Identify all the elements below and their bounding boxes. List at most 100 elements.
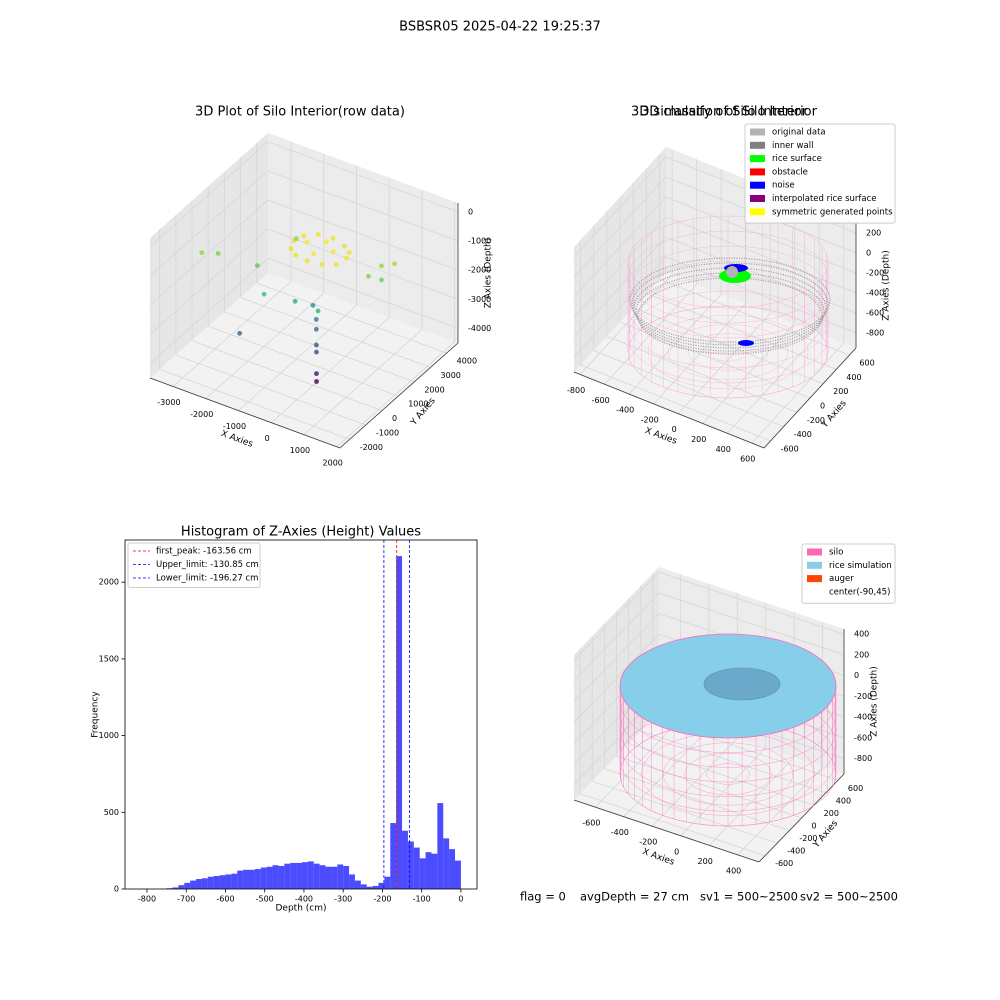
- footer-text: avgDepth = 27 cm: [580, 890, 689, 904]
- silo-ring: [627, 290, 829, 384]
- bar: [225, 874, 232, 889]
- grid-line: [593, 350, 784, 427]
- silo-floor-ring: [707, 342, 749, 362]
- y-tick-label: 0: [392, 414, 397, 423]
- x-axis-line: [573, 799, 760, 863]
- z-tick-label: 400: [854, 630, 869, 639]
- point: [314, 371, 319, 377]
- bar: [266, 866, 273, 889]
- y-tick-label: -200: [799, 834, 817, 843]
- point: [311, 251, 316, 257]
- point: [379, 277, 384, 283]
- z-tick-label: 0: [468, 207, 473, 216]
- bar: [243, 869, 250, 889]
- bar: [219, 875, 226, 889]
- z-axis-label: Z Axies (Depth): [484, 238, 494, 309]
- grid-line: [573, 613, 660, 702]
- z-tick-label: -200: [854, 692, 872, 701]
- x-tick-label: -400: [616, 406, 634, 415]
- plot-title: 3D Plot of Silo Interior(row data): [195, 105, 405, 120]
- legend-swatch: [807, 548, 822, 556]
- silo-floor-ring: [684, 752, 772, 796]
- inner-wall: [633, 267, 827, 349]
- x-tick-label: 200: [698, 857, 713, 866]
- legend-box: [801, 543, 896, 604]
- grid-line: [604, 768, 790, 831]
- legend-swatch: [750, 141, 765, 149]
- grid-line: [665, 256, 857, 334]
- point: [199, 250, 205, 256]
- legend-label: noise: [772, 181, 795, 191]
- y-axis-line: [758, 773, 845, 863]
- y-tick-label: 0: [820, 402, 825, 411]
- inner-wall: [631, 262, 829, 346]
- y-axis-line: [339, 342, 459, 449]
- point: [330, 235, 336, 241]
- z-tick-label: -400: [866, 289, 884, 298]
- bar: [172, 887, 179, 889]
- bar: [360, 884, 367, 889]
- x-tick-label: 600: [740, 455, 755, 464]
- floor-pane: [150, 273, 458, 448]
- y-tick-label: 4000: [457, 357, 477, 366]
- bar: [407, 841, 414, 889]
- grid-line: [208, 325, 399, 397]
- grid-line: [658, 571, 845, 635]
- legend-swatch: [750, 128, 765, 136]
- x-axis-label: X Axies: [641, 847, 676, 868]
- plot-title: 3D simulation of Silo Interior: [631, 105, 818, 120]
- x-tick-label: -3000: [157, 398, 180, 407]
- footer-text: sv2 = 500~2500: [800, 890, 898, 904]
- point: [261, 291, 267, 297]
- grid-line: [573, 216, 667, 318]
- point: [292, 298, 298, 304]
- z-tick-label: -3000: [468, 295, 491, 304]
- bar: [254, 869, 261, 889]
- z-axis-label: Z Axies (Depth): [882, 250, 892, 321]
- legend-label: symmetric generated points: [772, 207, 893, 217]
- point: [288, 246, 294, 252]
- inner-wall: [637, 277, 823, 355]
- z-tick-label: -800: [866, 329, 884, 338]
- grid-line: [592, 780, 778, 844]
- point: [215, 251, 221, 256]
- silo-floor-ring: [647, 314, 809, 390]
- x-tick-label: -100: [413, 895, 431, 904]
- legend-swatch: [750, 168, 765, 176]
- bar: [178, 885, 185, 889]
- x-tick-label: -800: [567, 386, 585, 395]
- bar: [278, 865, 285, 889]
- y-tick-label: 2000: [424, 385, 444, 394]
- grid-line: [267, 170, 459, 242]
- z-tick-label: -1000: [468, 236, 491, 245]
- point: [293, 252, 299, 258]
- legend-box: [127, 542, 261, 588]
- y-tick-label: -200: [807, 416, 825, 425]
- bar: [378, 882, 385, 889]
- point: [341, 243, 347, 249]
- bar: [190, 880, 197, 889]
- bar: [307, 861, 314, 889]
- z-tick-label: 200: [854, 650, 869, 659]
- legend-label: rice surface: [772, 154, 822, 164]
- z-tick-label: -200: [866, 269, 884, 278]
- bar: [272, 865, 279, 889]
- silo-ring: [627, 230, 829, 324]
- bar: [249, 869, 255, 889]
- x-tick-label: -1000: [223, 422, 246, 431]
- grid-line: [665, 236, 857, 314]
- x-tick-label: -400: [295, 895, 313, 904]
- legend-label: rice simulation: [829, 561, 892, 571]
- rice-center: [703, 667, 781, 701]
- grid-line: [238, 305, 357, 411]
- y-tick-label: 0: [114, 885, 119, 894]
- silo-floor-ring: [667, 324, 789, 380]
- figure-title: BSBSR05 2025-04-22 19:25:37: [399, 20, 601, 35]
- bar: [419, 858, 426, 889]
- grid-line: [619, 321, 811, 399]
- point: [343, 255, 349, 261]
- z-tick-label: -800: [854, 754, 872, 763]
- grid-line: [159, 368, 350, 440]
- grid-line: [606, 335, 798, 413]
- x-tick-label: -600: [582, 819, 600, 828]
